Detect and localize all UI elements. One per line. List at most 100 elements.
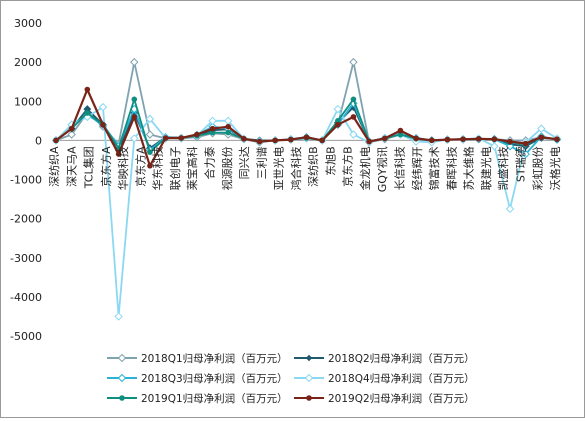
series-point [303,134,310,141]
series-point [554,136,560,143]
series-point [53,137,59,144]
y-tick-label: -3000 [10,252,42,265]
series-point [381,135,388,142]
series-point [209,129,216,136]
series-point [366,138,372,145]
series-point [100,121,106,128]
series-point [350,96,357,103]
y-tick-label: -2000 [10,213,42,226]
series-point [84,86,91,93]
series-point [67,130,76,139]
series-point [115,151,122,157]
y-tick-label: 2000 [14,56,42,69]
series-point [335,118,341,124]
series-point [475,136,482,142]
axes-group: 3000 2000 1000 0 -1000 -2000 -3000 -4000 -5000 [10,17,557,343]
x-tick-label: 苏大维格 [462,146,476,190]
x-tick-label: 鸿合科技 [289,146,303,190]
legend-swatch-marker [117,373,127,383]
x-tick-label: TCL集团 [82,146,96,189]
x-tick-label: GQY视讯 [375,146,389,192]
legend-label: 2019Q2归母净利润（百万元） [328,392,475,405]
x-tick-label: ST瑞德 [513,146,527,182]
legend-swatch-marker [119,395,125,401]
series-point [147,149,153,155]
series-point [145,114,155,124]
x-tick-label: 深天马A [65,146,78,187]
legend-label: 2019Q1归母净利润（百万元） [141,392,288,405]
series-point [460,136,466,143]
series-point [272,137,278,144]
series-point [256,138,263,145]
x-tick-label: 华映科技 [116,146,130,190]
legend-swatch-marker [304,373,314,383]
y-tick-label: 0 [35,134,42,147]
series-point [538,134,545,141]
series-point [491,136,498,143]
y-tick-label: 3000 [14,17,42,30]
legend-label: 2018Q1归母净利润（百万元） [141,352,288,365]
legend-swatch-marker [306,395,312,401]
legend-swatch-marker [117,353,127,363]
series-point [130,57,139,67]
series-point [397,131,404,138]
x-tick-label: 东旭B [323,146,337,176]
x-tick-labels: 深纺织A 深天马A TCL集团 京东方A 华映科技 京东方A 华东科技 联创电子 莱宝高科 合力泰… [47,146,562,192]
y-tick-label: 1000 [14,95,42,108]
x-tick-label: 京东方A [133,146,147,187]
series-point [178,135,185,141]
series-point [350,114,357,120]
x-tick-label: 经纬辉开 [411,146,424,190]
y-tick-label: -1000 [10,174,42,187]
series-point [98,102,108,112]
series-point [209,125,216,132]
x-tick-label: 联创电子 [169,146,182,190]
series-point [84,110,91,116]
series-point [145,130,155,139]
series-point [131,96,138,103]
x-tick-label: 彩虹股份 [532,146,545,190]
series-point [162,135,169,141]
x-tick-label: 春晖科技 [444,146,458,190]
y-tick-label: -5000 [10,330,42,343]
series-point [507,138,513,145]
x-tick-label: 京东方B [341,146,355,187]
x-tick-label: 京东方A [99,146,113,187]
legend-label: 2018Q3归母净利润（百万元） [141,372,288,385]
x-tick-label: 长信科技 [393,146,407,190]
series-point [225,129,232,136]
series-point [68,125,75,132]
x-tick-label: 三利谱 [254,146,268,179]
series-point [114,312,123,321]
series-group [51,57,562,321]
series-point [319,137,325,144]
legend: 2018Q1归母净利润（百万元） 2018Q2归母净利润（百万元） 2018Q3归母… [107,352,475,405]
series-point [288,136,294,143]
series-point [490,142,499,151]
series-point [349,57,358,67]
series-point [397,127,404,134]
series-point [131,114,138,120]
series-point [413,135,419,142]
series-point [208,116,217,126]
series-point [130,134,139,143]
series-point [522,140,529,147]
series-point [505,204,515,214]
legend-swatch-marker [305,354,313,362]
series-point [333,104,343,114]
series-point [194,131,200,138]
legend-label: 2018Q4归母净利润（百万元） [328,372,475,385]
x-tick-label: 亚世光电 [272,146,286,190]
x-tick-label: 锦富技术 [427,146,441,190]
x-tick-label: 深纺织A [47,146,61,187]
series-line [55,61,558,146]
series-point [444,136,451,143]
x-tick-label: 同兴达 [238,146,251,179]
x-tick-label: 视源股份 [220,146,234,190]
x-tick-label: 金龙机电 [358,146,372,190]
x-tick-label: 沃格光电 [548,146,562,190]
x-tick-label: 莱宝高科 [185,146,199,190]
series-point [225,123,232,130]
